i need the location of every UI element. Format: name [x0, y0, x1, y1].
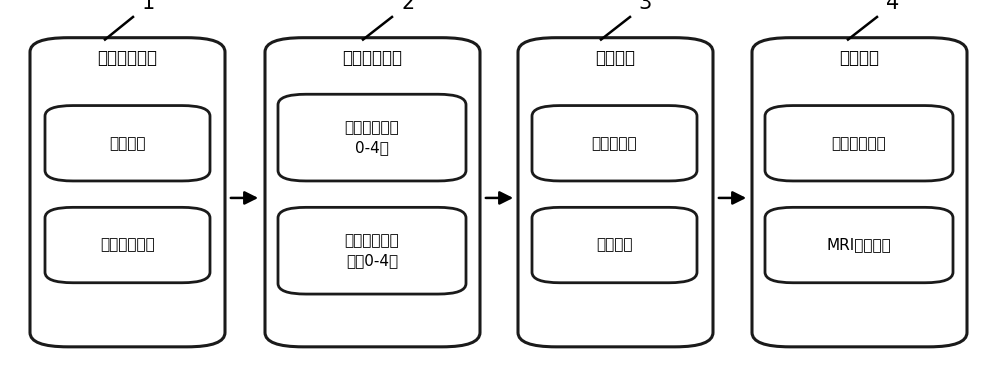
FancyBboxPatch shape	[278, 94, 466, 181]
Text: 3: 3	[638, 0, 652, 13]
FancyBboxPatch shape	[45, 207, 210, 283]
Text: 多尺度融合: 多尺度融合	[592, 136, 637, 151]
FancyBboxPatch shape	[752, 38, 967, 347]
FancyBboxPatch shape	[30, 38, 225, 347]
Text: 4: 4	[886, 0, 900, 13]
FancyBboxPatch shape	[45, 106, 210, 181]
FancyBboxPatch shape	[278, 207, 466, 294]
Text: 输出结果: 输出结果	[839, 49, 879, 67]
Text: 超声图像: 超声图像	[109, 136, 146, 151]
Text: 超声分析结果: 超声分析结果	[832, 136, 886, 151]
Text: 2: 2	[401, 0, 415, 13]
Text: 数据采集模块: 数据采集模块	[97, 49, 157, 67]
Text: 标签制作模块: 标签制作模块	[342, 49, 402, 67]
Text: 1: 1	[141, 0, 155, 13]
FancyBboxPatch shape	[765, 207, 953, 283]
FancyBboxPatch shape	[265, 38, 480, 347]
Text: 超声表现分级
0-4级: 超声表现分级 0-4级	[345, 120, 399, 155]
Text: 核磁共振表现
分级0-4级: 核磁共振表现 分级0-4级	[345, 233, 399, 268]
Text: 模型训练: 模型训练	[595, 49, 635, 67]
FancyBboxPatch shape	[532, 207, 697, 283]
Text: 核磁共振影像: 核磁共振影像	[100, 238, 155, 253]
Text: 权值共享: 权值共享	[596, 238, 633, 253]
FancyBboxPatch shape	[765, 106, 953, 181]
FancyBboxPatch shape	[532, 106, 697, 181]
FancyBboxPatch shape	[518, 38, 713, 347]
Text: MRI分级结果: MRI分级结果	[827, 238, 891, 253]
